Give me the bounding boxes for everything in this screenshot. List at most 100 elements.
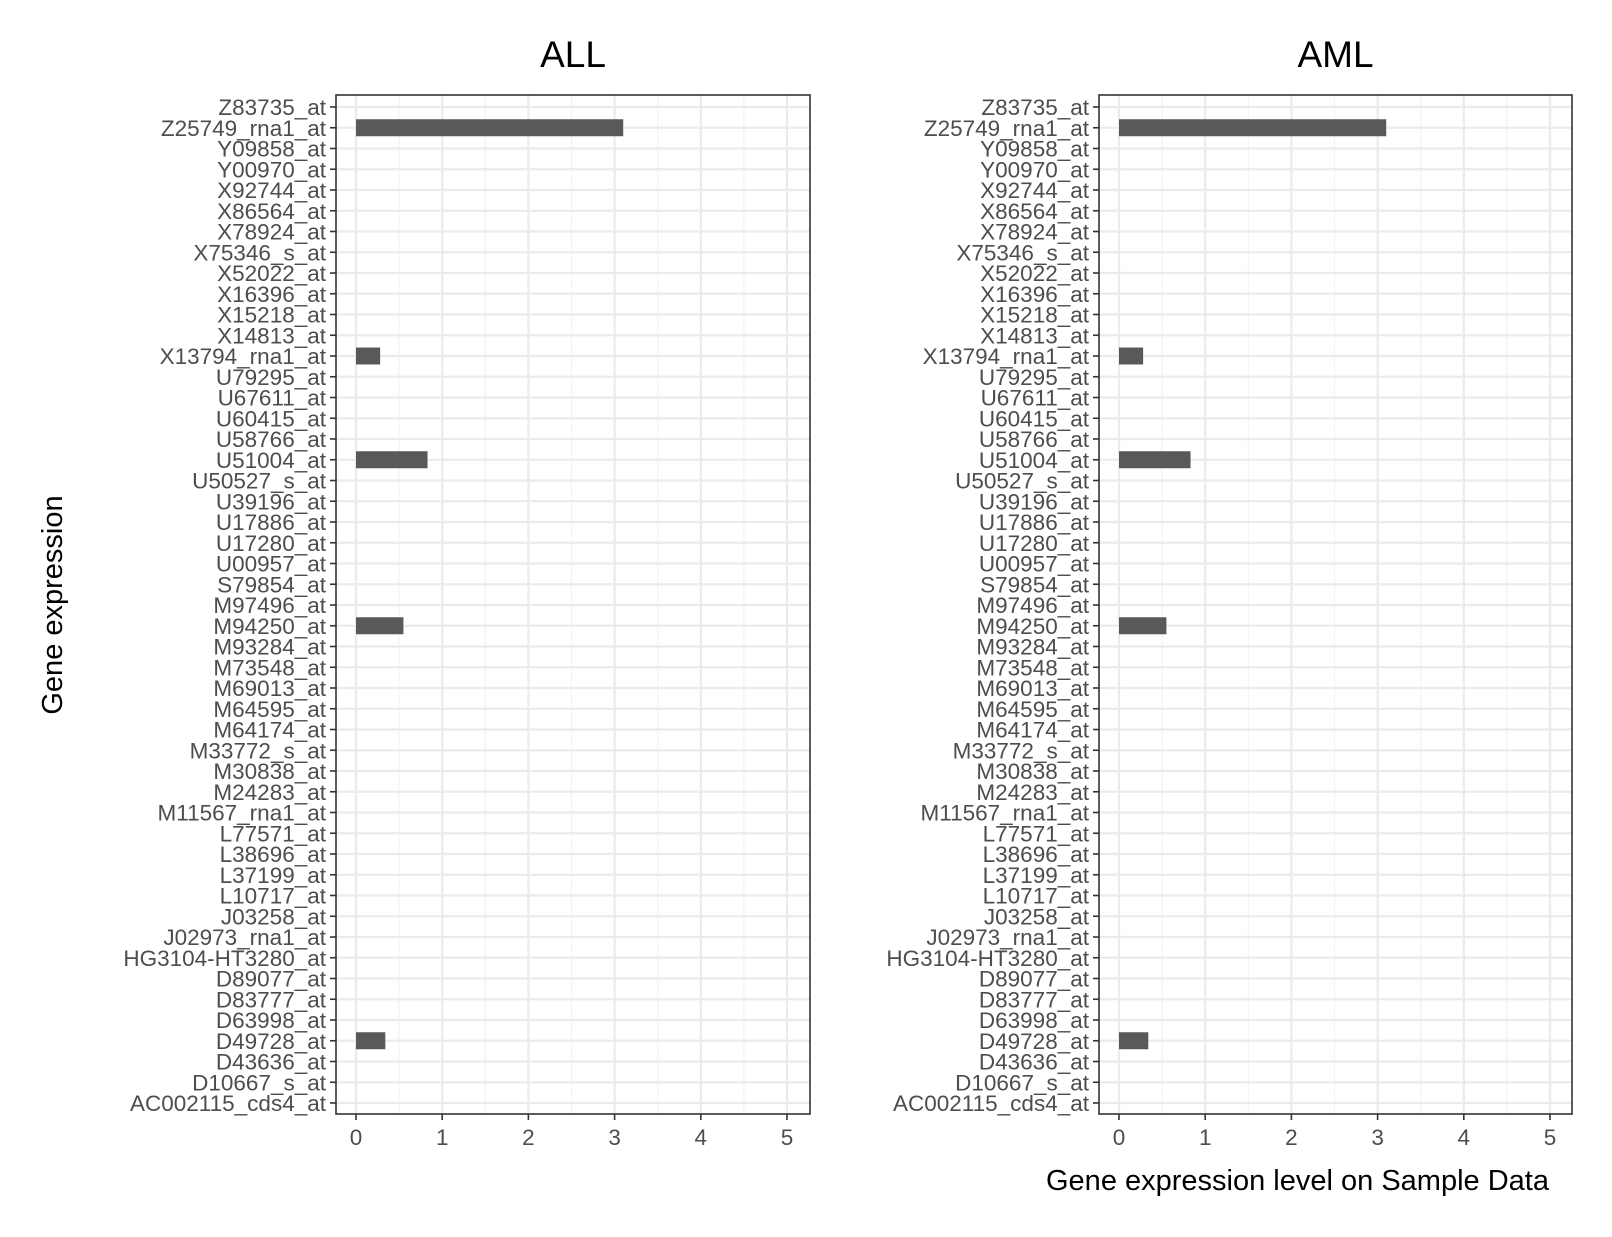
bar (356, 617, 404, 635)
bar (1119, 451, 1191, 469)
y-tick-label: M33772_s_at (953, 738, 1090, 763)
y-tick-label: Y09858_at (980, 137, 1090, 162)
y-tick-label: X14813_at (217, 323, 327, 348)
y-tick-label: D83777_at (216, 987, 327, 1012)
y-tick-label: U39196_at (216, 489, 327, 514)
y-tick-label: U17280_at (216, 531, 327, 556)
y-tick-label: L10717_at (220, 884, 327, 909)
x-tick-label: 5 (1544, 1125, 1557, 1150)
panel-title: ALL (540, 34, 606, 75)
y-tick-label: D10667_s_at (955, 1070, 1090, 1095)
y-tick-label: Z83735_at (218, 95, 326, 120)
y-tick-label: M73548_at (213, 655, 326, 680)
x-tick-label: 3 (1371, 1125, 1384, 1150)
y-tick-label: U67611_at (218, 386, 327, 411)
y-tick-label: X16396_at (217, 282, 327, 307)
y-tick-label: Z83735_at (981, 95, 1089, 120)
y-tick-label: L77571_at (983, 821, 1090, 846)
y-tick-label: L77571_at (220, 821, 327, 846)
y-tick-label: AC002115_cds4_at (893, 1091, 1090, 1116)
y-tick-label: D63998_at (216, 1008, 327, 1033)
y-tick-label: X52022_at (217, 261, 327, 286)
x-axis-title: Gene expression level on Sample Data (1046, 1165, 1550, 1197)
y-tick-label: X78924_at (217, 220, 327, 245)
x-tick-label: 0 (1113, 1125, 1126, 1150)
y-tick-label: X13794_rna1_at (160, 344, 327, 369)
y-tick-label: M24283_at (213, 780, 326, 805)
x-tick-label: 2 (1285, 1125, 1298, 1150)
y-tick-label: D89077_at (979, 967, 1090, 992)
y-tick-label: U60415_at (979, 406, 1090, 431)
x-tick-label: 2 (522, 1125, 535, 1150)
y-tick-label: X86564_at (980, 199, 1090, 224)
x-tick-label: 4 (1458, 1125, 1471, 1150)
y-tick-label: Y00970_at (217, 157, 327, 182)
y-tick-label: Y09858_at (217, 137, 327, 162)
y-tick-label: D49728_at (979, 1029, 1090, 1054)
y-tick-label: X75346_s_at (193, 240, 326, 265)
x-tick-label: 1 (436, 1125, 449, 1150)
y-tick-label: M11567_rna1_at (921, 801, 1090, 826)
y-tick-label: J03258_at (221, 904, 327, 929)
y-tick-label: AC002115_cds4_at (130, 1091, 327, 1116)
y-tick-label: Y00970_at (980, 157, 1090, 182)
bar (1119, 119, 1387, 137)
y-tick-label: M97496_at (976, 593, 1089, 618)
y-tick-label: D43636_at (979, 1050, 1090, 1075)
y-tick-label: L38696_at (220, 842, 327, 867)
panel-all: Z83735_atZ25749_rna1_atY09858_atY00970_a… (123, 34, 811, 1150)
bar (356, 451, 428, 469)
bar (356, 1032, 386, 1050)
x-tick-label: 3 (608, 1125, 621, 1150)
y-tick-label: X75346_s_at (956, 240, 1089, 265)
y-tick-label: X15218_at (980, 303, 1090, 328)
y-tick-label: M64174_at (213, 718, 326, 743)
y-tick-label: U50527_s_at (955, 469, 1090, 494)
y-tick-label: M73548_at (976, 655, 1089, 680)
bar (356, 119, 624, 137)
y-tick-label: M93284_at (976, 635, 1089, 660)
y-tick-label: M94250_at (213, 614, 326, 639)
panel-aml: Z83735_atZ25749_rna1_atY09858_atY00970_a… (886, 34, 1573, 1150)
y-tick-label: J03258_at (984, 904, 1090, 929)
y-tick-label: U39196_at (979, 489, 1090, 514)
y-tick-label: U67611_at (981, 386, 1090, 411)
y-tick-label: X52022_at (980, 261, 1090, 286)
panel-title: AML (1297, 34, 1373, 75)
y-tick-label: U50527_s_at (192, 469, 327, 494)
y-tick-label: Z25749_rna1_at (924, 116, 1090, 141)
y-tick-label: S79854_at (217, 572, 327, 597)
y-tick-label: L38696_at (983, 842, 1090, 867)
y-tick-label: X13794_rna1_at (923, 344, 1090, 369)
y-tick-label: L37199_at (983, 863, 1090, 888)
y-tick-label: HG3104-HT3280_at (886, 946, 1089, 971)
y-tick-label: M69013_at (213, 676, 326, 701)
y-tick-label: X92744_at (217, 178, 327, 203)
y-tick-label: D63998_at (979, 1008, 1090, 1033)
y-tick-label: D83777_at (979, 987, 1090, 1012)
y-tick-label: Z25749_rna1_at (161, 116, 327, 141)
y-tick-label: U58766_at (979, 427, 1090, 452)
y-tick-label: M64174_at (976, 718, 1089, 743)
y-tick-label: M64595_at (213, 697, 326, 722)
y-tick-label: J02973_rna1_at (926, 925, 1089, 950)
y-tick-label: U00957_at (216, 552, 327, 577)
y-tick-label: U17280_at (979, 531, 1090, 556)
y-tick-label: D89077_at (216, 967, 327, 992)
y-tick-label: U79295_at (979, 365, 1090, 390)
y-tick-label: M94250_at (976, 614, 1089, 639)
y-tick-label: U60415_at (216, 406, 327, 431)
y-tick-label: U17886_at (216, 510, 327, 535)
y-tick-label: U51004_at (979, 448, 1090, 473)
x-tick-label: 4 (695, 1125, 708, 1150)
y-tick-label: M24283_at (976, 780, 1089, 805)
y-tick-label: X78924_at (980, 220, 1090, 245)
y-tick-label: S79854_at (980, 572, 1090, 597)
bar (356, 347, 381, 365)
y-tick-label: X86564_at (217, 199, 327, 224)
y-tick-label: X14813_at (980, 323, 1090, 348)
y-tick-label: L37199_at (220, 863, 327, 888)
y-axis-title: Gene expression (37, 495, 69, 714)
y-tick-label: M30838_at (213, 759, 326, 784)
